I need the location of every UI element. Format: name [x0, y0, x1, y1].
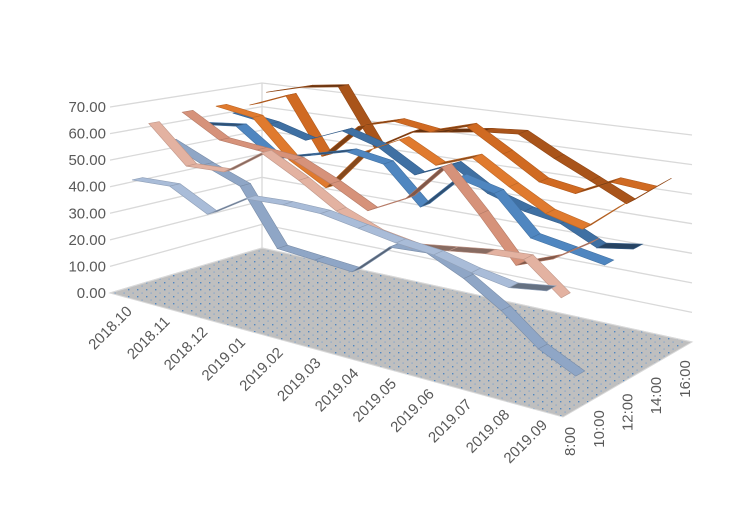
ribbon-segment	[595, 242, 644, 250]
ribbon-segment	[466, 122, 514, 155]
ribbon-segment	[169, 183, 219, 215]
y-tick-label: 40.00	[68, 179, 106, 196]
ribbon-segment	[530, 233, 578, 252]
series-ribbon	[181, 109, 600, 266]
ribbon-segment	[523, 254, 571, 299]
chart-floor	[108, 247, 694, 418]
depth-tick-label: 8:00	[562, 427, 579, 456]
ribbon-segment	[552, 238, 600, 260]
y-tick-label: 70.00	[68, 99, 106, 116]
ribbon-segment	[239, 183, 289, 249]
y-tick-label: 30.00	[68, 205, 106, 222]
ribbon-segment	[566, 246, 615, 266]
series-ribbon	[232, 110, 644, 250]
depth-tick-label: 16:00	[677, 360, 694, 398]
series-ribbon	[266, 84, 672, 205]
x-tick-label: 2019.09	[501, 417, 551, 467]
ribbon-segment	[215, 103, 264, 118]
ribbon-segment	[517, 129, 565, 159]
ribbon-segment	[281, 201, 332, 215]
y-tick-label: 60.00	[68, 126, 106, 143]
depth-tick-label: 12:00	[620, 394, 637, 432]
ribbon-segment	[131, 177, 181, 187]
ribbon-segment	[285, 93, 333, 157]
y-axis-tick-labels: 0.00 10.00 20.00 30.00 40.00 50.00 60.00 70.00	[68, 99, 106, 302]
depth-tick-label: 10:00	[591, 410, 608, 448]
depth-tick-label: 14:00	[648, 377, 665, 415]
ribbon-segment	[610, 177, 658, 192]
series-ribbon	[131, 177, 557, 292]
ribbon-segment	[538, 177, 586, 195]
y-tick-label: 50.00	[68, 152, 106, 169]
y-tick-label: 10.00	[68, 258, 106, 275]
depth-axis-tick-labels: 8:00 10:00 12:00 14:00 16:00	[562, 360, 694, 456]
ribbon-segment	[537, 343, 586, 377]
ribbon-segment	[582, 201, 629, 230]
gridline	[109, 82, 693, 136]
ribbon-segment	[508, 282, 557, 292]
y-tick-label: 0.00	[77, 285, 106, 302]
series-ribbons	[131, 84, 672, 377]
y-tick-label: 20.00	[68, 232, 106, 249]
